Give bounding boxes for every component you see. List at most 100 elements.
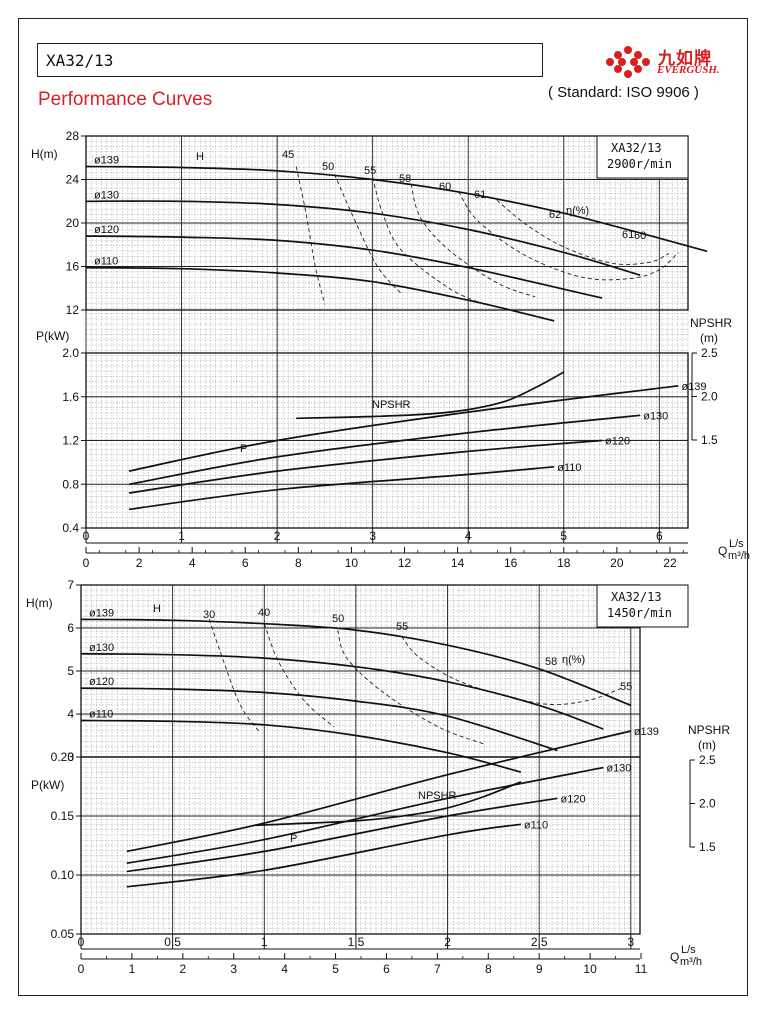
efficiency-unit-label: η(%) bbox=[562, 654, 585, 666]
x-ls-tick-label: 1 bbox=[261, 935, 268, 949]
head-curve bbox=[85, 165, 708, 253]
power-y-tick-label: 1.6 bbox=[62, 390, 79, 404]
logo-english-text: EVERGUSH. bbox=[657, 64, 720, 76]
head-curve bbox=[85, 200, 641, 277]
model-title: XA32/13 bbox=[46, 51, 114, 70]
power-curve-marker: P bbox=[290, 833, 297, 845]
power-y-axis-label: P(kW) bbox=[36, 329, 69, 343]
x-axis-m3h-unit: m³/h bbox=[728, 550, 750, 562]
chart-subtitle: 2900r/min bbox=[607, 157, 672, 171]
power-curve-label: ø130 bbox=[606, 763, 631, 775]
x-axis-q-label: Q bbox=[670, 950, 679, 964]
efficiency-label: 58 bbox=[399, 173, 411, 185]
power-panel-frame bbox=[80, 756, 641, 935]
head-curve bbox=[85, 235, 603, 299]
npsh-axis-label: NPSHR bbox=[690, 316, 732, 330]
grid-lines bbox=[80, 584, 641, 935]
power-curve bbox=[126, 730, 631, 853]
head-curve bbox=[80, 687, 558, 752]
x-ls-tick-label: 6 bbox=[656, 529, 663, 543]
chart-title: XA32/13 bbox=[611, 141, 662, 155]
x-m3h-tick-label: 9 bbox=[536, 962, 543, 976]
npsh-y-tick-label: 1.5 bbox=[699, 840, 716, 854]
standard-note: ( Standard: ISO 9906 ) bbox=[548, 84, 699, 101]
power-curve-label: ø139 bbox=[634, 726, 659, 738]
head-y-tick-label: 4 bbox=[67, 707, 74, 721]
efficiency-curve bbox=[372, 177, 488, 307]
x-m3h-tick-label: 4 bbox=[189, 556, 196, 570]
npsh-axis-label: NPSHR bbox=[688, 723, 730, 737]
head-curve-marker: H bbox=[196, 151, 204, 163]
x-m3h-tick-label: 0 bbox=[78, 962, 85, 976]
npsh-curve-label: NPSHR bbox=[372, 399, 411, 411]
x-ls-tick-label: 0 bbox=[83, 529, 90, 543]
x-ls-tick-label: 0 bbox=[78, 935, 85, 949]
efficiency-curve bbox=[333, 173, 402, 294]
power-curve bbox=[126, 797, 558, 873]
head-curve-label: ø130 bbox=[89, 642, 114, 654]
chart-subtitle: 1450r/min bbox=[607, 606, 672, 620]
head-curve-label: ø120 bbox=[94, 224, 119, 236]
efficiency-curve bbox=[496, 199, 670, 265]
efficiency-label: 61 bbox=[474, 189, 486, 201]
efficiency-label: 55 bbox=[364, 165, 376, 177]
x-m3h-tick-label: 7 bbox=[434, 962, 441, 976]
head-y-tick-label: 24 bbox=[66, 173, 80, 187]
power-curve-label: ø139 bbox=[681, 381, 706, 393]
power-y-tick-label: 0.10 bbox=[51, 868, 75, 882]
chart-title: XA32/13 bbox=[611, 590, 662, 604]
npsh-y-tick-label: 2.5 bbox=[699, 753, 716, 767]
efficiency-curve bbox=[458, 191, 679, 281]
power-curve bbox=[128, 465, 555, 511]
head-y-tick-label: 28 bbox=[66, 129, 80, 143]
power-curve bbox=[128, 384, 679, 472]
head-y-tick-label: 6 bbox=[67, 621, 74, 635]
npsh-y-tick-label: 1.5 bbox=[701, 433, 718, 447]
power-curve-label: ø110 bbox=[524, 819, 548, 831]
npsh-y-tick-label: 2.0 bbox=[699, 797, 716, 811]
page-title: Performance Curves bbox=[38, 89, 213, 110]
head-y-axis-label: H(m) bbox=[26, 596, 53, 610]
power-y-tick-label: 0.8 bbox=[62, 477, 79, 491]
efficiency-label: 60 bbox=[439, 181, 451, 193]
chart-2900rpm: 1216202428H(m)0.40.81.21.62.0P(kW)1.52.0… bbox=[31, 129, 750, 570]
x-m3h-tick-label: 16 bbox=[504, 556, 518, 570]
power-curve bbox=[126, 766, 604, 865]
x-ls-tick-label: 1.5 bbox=[348, 935, 365, 949]
x-ls-tick-label: 5 bbox=[560, 529, 567, 543]
efficiency-curve bbox=[410, 183, 536, 298]
logo-dots-icon bbox=[606, 46, 650, 78]
head-y-tick-label: 16 bbox=[66, 260, 80, 274]
head-curve bbox=[85, 266, 555, 322]
x-m3h-tick-label: 5 bbox=[332, 962, 339, 976]
x-m3h-tick-label: 6 bbox=[242, 556, 249, 570]
head-curve-label: ø139 bbox=[89, 607, 114, 619]
power-curve-marker: P bbox=[240, 443, 247, 455]
head-curve bbox=[80, 652, 604, 730]
x-m3h-tick-label: 20 bbox=[610, 556, 624, 570]
efficiency-label: 40 bbox=[258, 607, 270, 619]
efficiency-label: 62 bbox=[549, 209, 561, 221]
efficiency-label: 50 bbox=[332, 613, 344, 625]
head-y-tick-label: 20 bbox=[66, 216, 80, 230]
head-curve-label: ø139 bbox=[94, 154, 119, 166]
power-y-tick-label: 0.15 bbox=[51, 809, 75, 823]
x-ls-tick-label: 3 bbox=[627, 935, 634, 949]
x-m3h-tick-label: 0 bbox=[83, 556, 90, 570]
x-ls-tick-label: 4 bbox=[465, 529, 472, 543]
power-curve-label: ø120 bbox=[605, 436, 630, 448]
power-curve bbox=[128, 414, 641, 486]
npsh-y-tick-label: 2.5 bbox=[701, 346, 718, 360]
x-m3h-tick-label: 6 bbox=[383, 962, 390, 976]
power-curve-label: ø120 bbox=[561, 793, 586, 805]
power-y-tick-label: 1.2 bbox=[62, 434, 79, 448]
efficiency-label: 45 bbox=[282, 149, 294, 161]
x-m3h-tick-label: 1 bbox=[129, 962, 136, 976]
power-y-tick-label: 0.20 bbox=[51, 750, 75, 764]
x-m3h-tick-label: 18 bbox=[557, 556, 571, 570]
x-ls-tick-label: 3 bbox=[369, 529, 376, 543]
efficiency-unit-label: η(%) bbox=[566, 205, 589, 217]
x-axis-ls-unit: L/s bbox=[729, 538, 744, 550]
x-m3h-tick-label: 2 bbox=[136, 556, 143, 570]
